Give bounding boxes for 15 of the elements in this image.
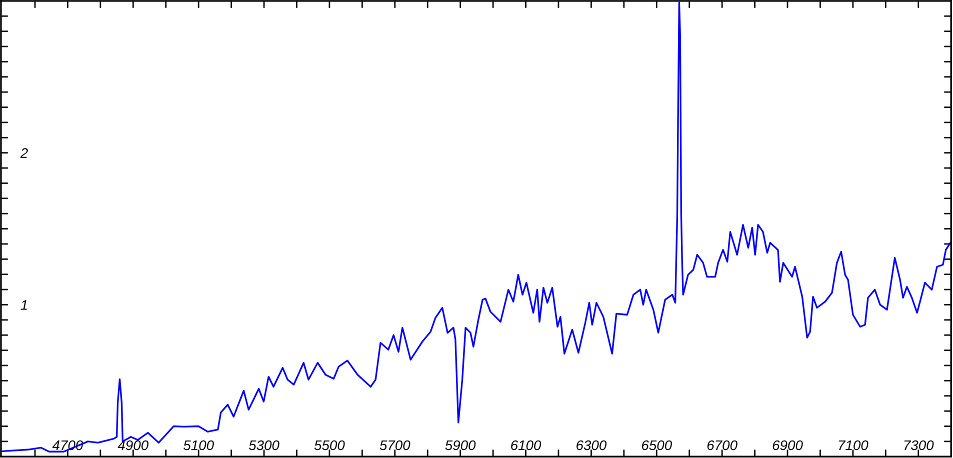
y-tick-label: 1: [20, 300, 27, 310]
x-tick-label: 6700: [707, 440, 738, 450]
x-tick-label: 5900: [445, 440, 476, 450]
x-tick-label: 6300: [576, 440, 607, 450]
x-tick-label: 5500: [314, 440, 345, 450]
x-tick-label: 5100: [183, 440, 214, 450]
x-tick-label: 6100: [511, 440, 542, 450]
x-tick-label: 5700: [380, 440, 410, 450]
x-tick-label: 6500: [642, 440, 672, 450]
x-tick-label: 6900: [772, 440, 803, 450]
x-tick-label: 5300: [248, 440, 280, 450]
x-tick-label: 4900: [118, 440, 148, 450]
x-tick-label: 7300: [904, 440, 934, 450]
x-tick-label: 7100: [838, 440, 868, 450]
y-tick-label: 2: [20, 148, 28, 158]
